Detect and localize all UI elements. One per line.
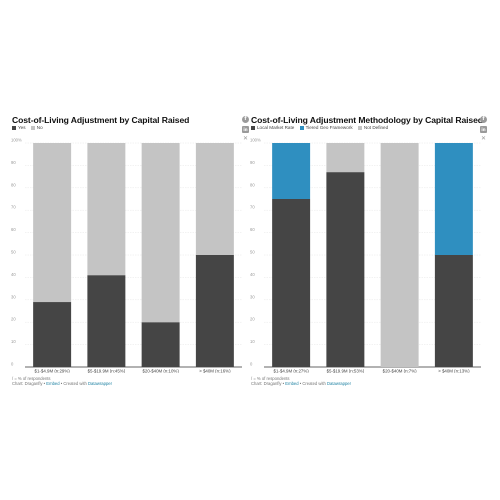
bar-segment-no	[195, 143, 234, 255]
y-tick-label: 50	[11, 250, 16, 255]
y-tick-label: 40	[11, 272, 16, 277]
footer-created: • Created with	[298, 381, 328, 386]
y-tick-label: 100%	[250, 138, 261, 143]
x-icon[interactable]: ✕	[242, 135, 249, 142]
y-tick-label: 20	[11, 317, 16, 322]
y-tick-label: 80	[250, 182, 255, 187]
y-tick-label: 90	[250, 160, 255, 165]
x-tick-label: $20-$40M (n:10%)	[142, 369, 179, 374]
footer-credit: Chart: Draganfly • Embed • Created with …	[251, 381, 351, 386]
footer-credit: Chart: Draganfly • Embed • Created with …	[12, 381, 112, 386]
y-tick-label: 30	[11, 294, 16, 299]
bar-segment-no	[87, 143, 126, 276]
y-tick-label: 0	[11, 362, 14, 367]
legend-label: Yes	[18, 125, 26, 130]
legend-swatch	[12, 125, 16, 130]
chart-cola-methodology-by-capital: Cost-of-Living Adjustment Methodology by…	[250, 113, 485, 393]
chart-cola-by-capital: Cost-of-Living Adjustment by Capital Rai…	[11, 113, 246, 393]
bar-segment-yes	[195, 255, 234, 367]
x-tick-label: $5-$19.9M (n:53%)	[327, 369, 365, 374]
legend-label: Not Defined	[363, 125, 389, 130]
legend-item-yes: Yes	[12, 125, 26, 130]
x-tick-label: > $40M (n:13%)	[438, 369, 470, 374]
legend-label: Tiered Geo Framework	[305, 125, 353, 130]
footer-credit-prefix: Chart: Draganfly •	[251, 381, 286, 386]
legend-item-tiered-geo-framework: Tiered Geo Framework	[299, 125, 353, 130]
datawrapper-link[interactable]: Datawrapper	[327, 381, 352, 386]
legend-label: Local Market Rate	[257, 125, 295, 130]
legend-item-no: No	[30, 125, 43, 130]
embed-link[interactable]: Embed	[46, 381, 60, 386]
plot-area: 0 10 20 30 40 50 60 70 80 90 100% $1-$4.9M (n:29%) $…	[11, 138, 242, 374]
legend-swatch	[30, 125, 35, 130]
datawrapper-link[interactable]: Datawrapper	[88, 381, 113, 386]
legend-swatch	[251, 125, 255, 130]
bar-segment-local-market-rate	[272, 199, 311, 367]
x-icon[interactable]: ✕	[480, 135, 487, 142]
linkedin-icon[interactable]: in	[242, 126, 249, 133]
linkedin-icon[interactable]: in	[480, 126, 487, 133]
bar-segment-tiered-geo-framework	[272, 143, 311, 199]
legend-item-local-market-rate: Local Market Rate	[251, 125, 294, 130]
x-tick-label: > $40M (n:16%)	[199, 369, 231, 374]
y-tick-label: 60	[250, 227, 255, 232]
embed-link[interactable]: Embed	[285, 381, 299, 386]
x-tick-label: $5-$19.9M (n:45%)	[88, 369, 126, 374]
chart-title: Cost-of-Living Adjustment Methodology by…	[251, 115, 483, 125]
bar-segment-no	[33, 143, 72, 303]
bar-segment-local-market-rate	[434, 255, 473, 367]
chart-legend: Local Market Rate Tiered Geo Framework N…	[251, 125, 392, 130]
y-tick-label: 60	[11, 227, 16, 232]
y-tick-label: 30	[250, 294, 255, 299]
bar-segment-not-defined	[326, 143, 365, 173]
bar-segment-yes	[33, 302, 72, 367]
y-tick-label: 50	[250, 250, 255, 255]
bar-segment-yes	[141, 322, 180, 367]
legend-item-not-defined: Not Defined	[357, 125, 389, 130]
y-tick-label: 70	[250, 205, 255, 210]
y-tick-label: 10	[11, 339, 16, 344]
legend-label: No	[36, 125, 43, 130]
y-tick-label: 80	[11, 182, 16, 187]
y-tick-label: 100%	[11, 138, 22, 143]
legend-swatch	[299, 125, 304, 130]
y-tick-label: 70	[11, 205, 16, 210]
y-tick-label: 40	[250, 272, 255, 277]
y-tick-label: 10	[250, 339, 255, 344]
footer-created: • Created with	[59, 381, 89, 386]
x-tick-label: $20-$40M (n:7%)	[383, 369, 417, 374]
legend-swatch	[357, 125, 362, 130]
bar-segment-yes	[87, 275, 126, 367]
y-tick-label: 20	[250, 317, 255, 322]
footer-credit-prefix: Chart: Draganfly •	[12, 381, 47, 386]
bar-segment-tiered-geo-framework	[434, 143, 473, 255]
x-tick-label: $1-$4.9M (n:29%)	[35, 369, 71, 374]
footer-note: / = % of respondents	[12, 376, 51, 381]
bar-segment-no	[141, 143, 180, 323]
chart-title: Cost-of-Living Adjustment by Capital Rai…	[12, 115, 190, 125]
footer-note: / = % of respondents	[251, 376, 290, 381]
bar-segment-local-market-rate	[326, 172, 365, 367]
y-tick-label: 0	[250, 362, 253, 367]
x-tick-label: $1-$4.9M (n:27%)	[274, 369, 310, 374]
facebook-icon[interactable]: f	[480, 116, 487, 123]
chart-legend: Yes No	[12, 125, 47, 130]
plot-area: 0 10 20 30 40 50 60 70 80 90 100% $1-$4.9M (n:27%) $…	[250, 138, 481, 374]
bar-segment-not-defined	[380, 143, 419, 367]
facebook-icon[interactable]: f	[242, 116, 249, 123]
y-tick-label: 90	[11, 160, 16, 165]
